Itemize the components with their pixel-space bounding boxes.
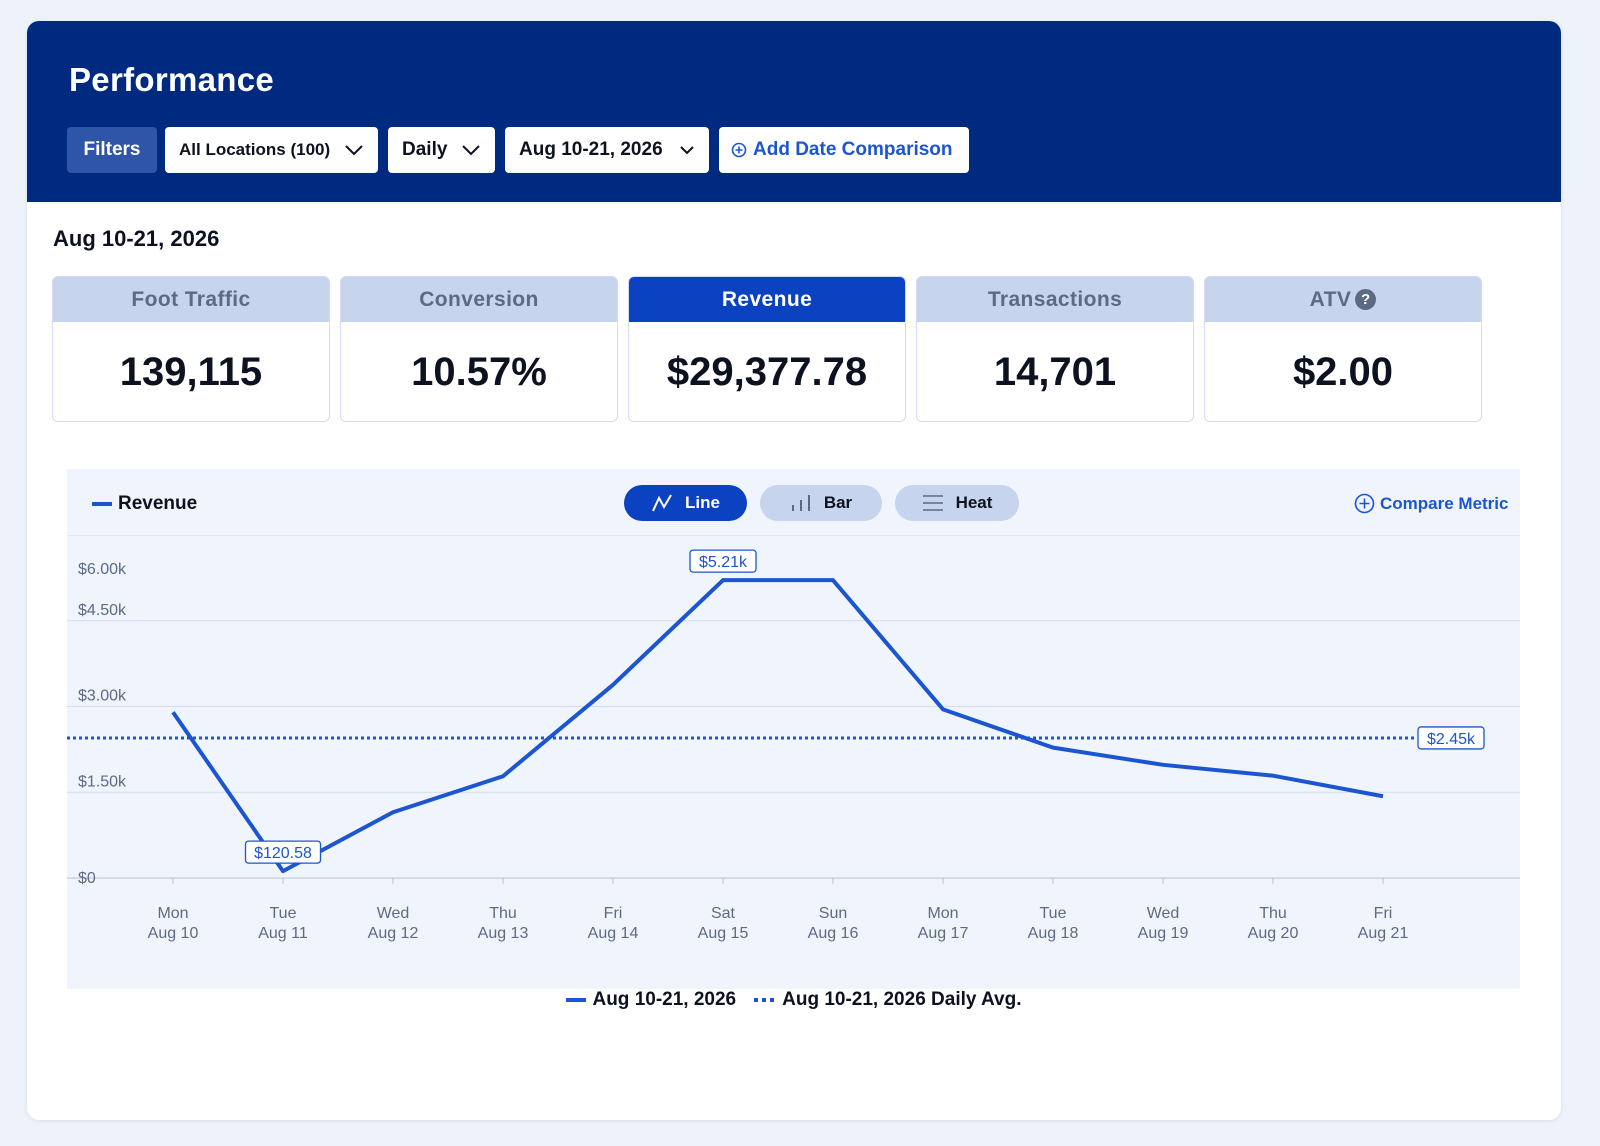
peak-annotation: $5.21k (699, 554, 748, 571)
plus-circle-icon (1354, 493, 1375, 514)
chevron-down-icon (345, 145, 363, 156)
kpi-card-atv[interactable]: ATV ? $2.00 (1204, 276, 1482, 422)
x-tick-date: Aug 20 (1248, 925, 1299, 942)
x-tick-day: Fri (1374, 905, 1393, 922)
x-tick-day: Tue (270, 905, 297, 922)
performance-card: Performance Filters All Locations (100) … (27, 21, 1561, 1120)
kpi-card-conversion[interactable]: Conversion 10.57% (340, 276, 618, 422)
series-swatch (92, 502, 112, 506)
legend-label: Aug 10-21, 2026 Daily Avg. (782, 989, 1022, 1010)
x-tick-date: Aug 15 (698, 925, 749, 942)
x-tick-date: Aug 19 (1138, 925, 1189, 942)
chevron-down-icon (680, 146, 694, 155)
legend-solid-swatch (566, 998, 587, 1002)
kpi-value: 10.57% (411, 349, 547, 394)
avg-annotation-box (1417, 726, 1485, 750)
plus-circle-icon (731, 142, 747, 158)
x-tick-day: Mon (927, 905, 958, 922)
kpi-label: Foot Traffic (131, 287, 251, 311)
interval-select[interactable]: Daily (388, 127, 495, 173)
x-tick-date: Aug 11 (258, 925, 308, 942)
x-tick-date: Aug 17 (918, 925, 969, 942)
bar-chart-icon (791, 495, 810, 511)
y-tick-label: $4.50k (78, 602, 127, 619)
kpi-label: Revenue (721, 287, 813, 311)
date-range-select-label: Aug 10-21, 2026 (519, 139, 663, 160)
x-tick-day: Thu (1259, 905, 1287, 922)
kpi-card-revenue[interactable]: Revenue $29,377.78 (628, 276, 906, 422)
location-select-label: All Locations (100) (179, 140, 331, 159)
x-tick-day: Sat (711, 905, 736, 922)
x-tick-day: Wed (377, 905, 410, 922)
line-view-toggle[interactable]: Line (624, 485, 747, 521)
x-tick-day: Wed (1147, 905, 1180, 922)
legend-item-range: Aug 10-21, 2026 (566, 989, 736, 1011)
x-tick-day: Fri (604, 905, 623, 922)
chevron-down-icon (462, 145, 480, 156)
date-range-heading: Aug 10-21, 2026 (53, 226, 220, 251)
location-select[interactable]: All Locations (100) (165, 127, 378, 173)
heat-view-label: Heat (955, 493, 993, 512)
y-tick-label: $0 (78, 870, 96, 887)
y-tick-label: $3.00k (78, 688, 127, 705)
revenue-chart-panel: Revenue Line Bar Heat Compare Metric $0 $… (67, 469, 1520, 989)
compare-metric-label: Compare Metric (1380, 493, 1509, 513)
avg-annotation: $2.45k (1427, 731, 1476, 748)
low-annotation-box (244, 840, 322, 864)
help-icon[interactable]: ? (1355, 289, 1377, 310)
line-view-label: Line (685, 493, 720, 512)
x-tick-date: Aug 12 (368, 925, 419, 942)
x-tick-date: Aug 18 (1028, 925, 1079, 942)
bar-view-toggle[interactable]: Bar (760, 485, 882, 521)
kpi-label: Transactions (987, 287, 1123, 311)
x-tick-day: Mon (157, 905, 188, 922)
x-tick-date: Aug 21 (1358, 925, 1409, 942)
page-title: Performance (69, 61, 275, 98)
x-tick-date: Aug 16 (808, 925, 859, 942)
x-tick-date: Aug 10 (148, 925, 199, 942)
x-tick-day: Sun (819, 905, 847, 922)
legend-item-daily-avg: Aug 10-21, 2026 Daily Avg. (754, 989, 1022, 1011)
heat-view-toggle[interactable]: Heat (895, 485, 1019, 521)
bar-view-label: Bar (823, 493, 853, 512)
low-annotation: $120.58 (254, 845, 312, 862)
kpi-value: 14,701 (993, 349, 1117, 394)
y-tick-label: $1.50k (78, 773, 127, 790)
x-tick-day: Tue (1040, 905, 1067, 922)
filters-button[interactable]: Filters (67, 127, 157, 173)
line-chart-icon (652, 494, 672, 512)
legend-label: Aug 10-21, 2026 (592, 989, 737, 1010)
heatmap-icon (922, 495, 943, 511)
add-date-comparison-button[interactable]: Add Date Comparison (719, 127, 969, 173)
kpi-value: $29,377.78 (666, 349, 868, 394)
y-tick-label: $6.00k (78, 561, 127, 578)
kpi-value: $2.00 (1292, 349, 1394, 394)
chart-legend: Aug 10-21, 2026 Aug 10-21, 2026 Daily Av… (27, 989, 1561, 1011)
kpi-label: Conversion (419, 287, 539, 311)
revenue-line-chart: $0 $1.50k $3.00k $4.50k $6.00k Mon Aug 10 Tue Au… (67, 535, 1520, 942)
kpi-label: ATV (1309, 287, 1352, 311)
series-label-text: Revenue (118, 493, 198, 514)
kpi-card-foot-traffic[interactable]: Foot Traffic 139,115 (52, 276, 330, 422)
date-range-select[interactable]: Aug 10-21, 2026 (505, 127, 709, 173)
performance-header: Performance Filters All Locations (100) … (27, 21, 1561, 202)
kpi-card-transactions[interactable]: Transactions 14,701 (916, 276, 1194, 422)
compare-metric-button[interactable]: Compare Metric (1354, 493, 1508, 514)
peak-annotation-box (689, 549, 757, 573)
legend-dotted-swatch (754, 998, 777, 1002)
kpi-value: 139,115 (119, 349, 263, 394)
filters-label: Filters (83, 139, 141, 160)
revenue-series-line (171, 578, 1384, 874)
x-tick-date: Aug 13 (478, 925, 529, 942)
interval-select-label: Daily (402, 139, 448, 160)
x-tick-day: Thu (489, 905, 517, 922)
add-date-comparison-label: Add Date Comparison (753, 139, 953, 160)
series-label: Revenue (92, 493, 197, 515)
x-tick-date: Aug 14 (588, 925, 639, 942)
